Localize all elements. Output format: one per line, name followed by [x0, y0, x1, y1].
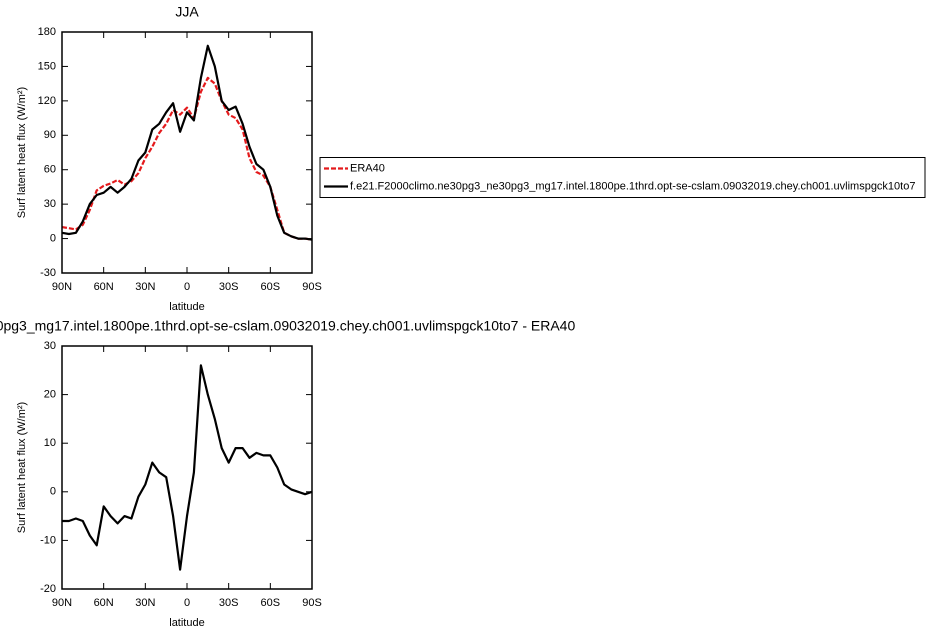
x-tick-label: 60S	[261, 281, 281, 293]
y-tick-label: 10	[44, 437, 56, 449]
y-tick-label: -30	[40, 267, 56, 279]
chart-title: f.e21.F2000climo.ne30pg3_ne30pg3_mg17.in…	[0, 318, 575, 334]
x-axis-label: latitude	[169, 617, 204, 629]
y-axis-label: Surf latent heat flux (W/m²)	[16, 87, 28, 218]
x-tick-label: 30S	[219, 597, 239, 609]
legend-label: ERA40	[350, 162, 385, 174]
x-tick-label: 90S	[302, 597, 322, 609]
x-tick-label: 30S	[219, 281, 239, 293]
x-tick-label: 60N	[94, 281, 114, 293]
x-tick-label: 60S	[261, 597, 281, 609]
y-tick-label: 20	[44, 389, 56, 401]
x-tick-label: 60N	[94, 597, 114, 609]
y-tick-label: 180	[38, 26, 56, 38]
chart-title: JJA	[175, 4, 199, 20]
plot-frame	[61, 31, 313, 274]
y-tick-label: 120	[38, 95, 56, 107]
x-tick-label: 30N	[135, 281, 155, 293]
y-tick-label: 90	[44, 129, 56, 141]
x-tick-label: 90N	[52, 597, 72, 609]
y-tick-label: -20	[40, 583, 56, 595]
x-axis-label: latitude	[169, 301, 204, 313]
y-tick-label: 0	[50, 232, 56, 244]
legend-box	[319, 157, 926, 198]
y-tick-label: -10	[40, 534, 56, 546]
x-tick-label: 30N	[135, 597, 155, 609]
x-tick-label: 0	[184, 597, 190, 609]
data-line	[61, 44, 313, 241]
y-tick-label: 0	[50, 486, 56, 498]
legend-label: f.e21.F2000climo.ne30pg3_ne30pg3_mg17.in…	[350, 180, 915, 192]
data-line	[62, 364, 313, 571]
y-tick-label: 30	[44, 198, 56, 210]
y-tick-label: 30	[44, 340, 56, 352]
y-tick-label: 60	[44, 164, 56, 176]
x-tick-label: 0	[184, 281, 190, 293]
x-tick-label: 90N	[52, 281, 72, 293]
data-line	[61, 76, 313, 241]
plot-frame	[61, 345, 313, 590]
x-tick-label: 90S	[302, 281, 322, 293]
y-axis-label: Surf latent heat flux (W/m²)	[16, 402, 28, 533]
y-tick-label: 150	[38, 60, 56, 72]
